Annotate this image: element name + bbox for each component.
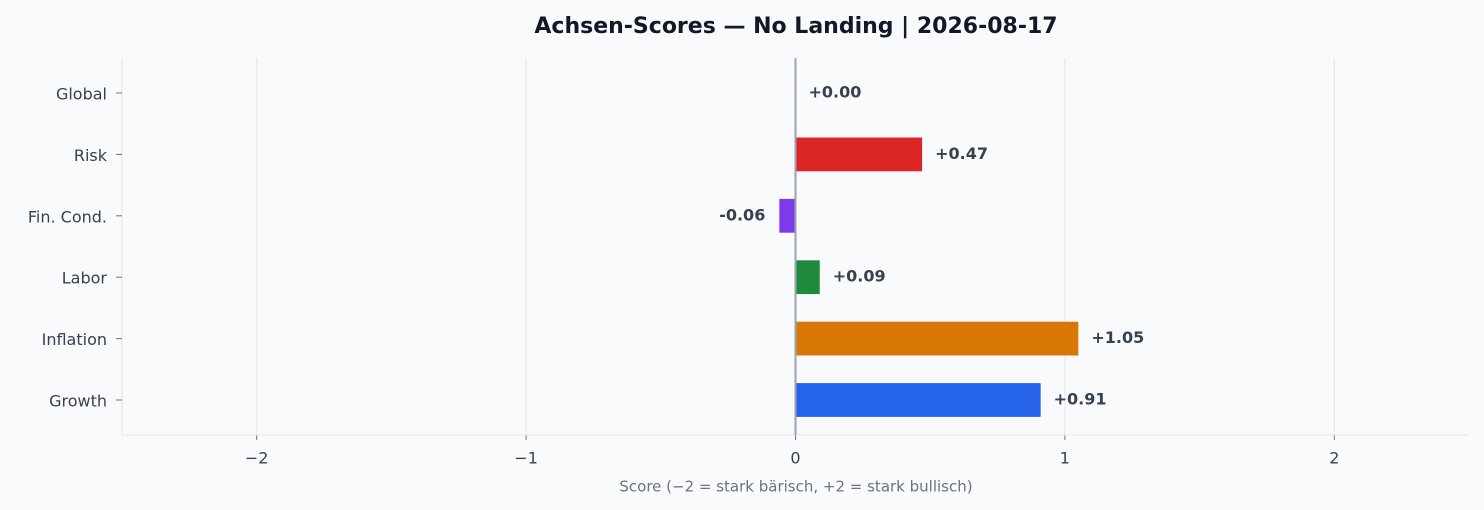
y-tick-label: Labor <box>62 269 108 288</box>
y-tick-label: Global <box>56 85 107 104</box>
x-tick-label: 2 <box>1329 449 1339 468</box>
x-tick-label: −1 <box>514 449 538 468</box>
bar <box>795 260 820 295</box>
value-label: +1.05 <box>1091 328 1144 347</box>
y-tick-label: Risk <box>74 146 108 165</box>
bar <box>795 321 1079 356</box>
bar <box>795 137 923 172</box>
x-axis-label: Score (−2 = stark bärisch, +2 = stark bu… <box>619 478 972 496</box>
value-label: +0.91 <box>1054 390 1107 409</box>
value-label: -0.06 <box>719 205 765 224</box>
bar <box>779 198 796 233</box>
bar <box>795 383 1041 417</box>
y-tick-label: Growth <box>49 392 107 411</box>
x-tick-label: 0 <box>790 449 800 468</box>
value-label: +0.00 <box>809 83 862 102</box>
x-tick-label: 1 <box>1060 449 1070 468</box>
y-tick-label: Inflation <box>42 330 107 349</box>
chart-title: Achsen-Scores — No Landing | 2026-08-17 <box>534 14 1057 39</box>
y-tick-label: Fin. Cond. <box>28 207 107 226</box>
value-label: +0.47 <box>935 144 988 163</box>
x-tick-label: −2 <box>245 449 269 468</box>
value-label: +0.09 <box>833 267 886 286</box>
